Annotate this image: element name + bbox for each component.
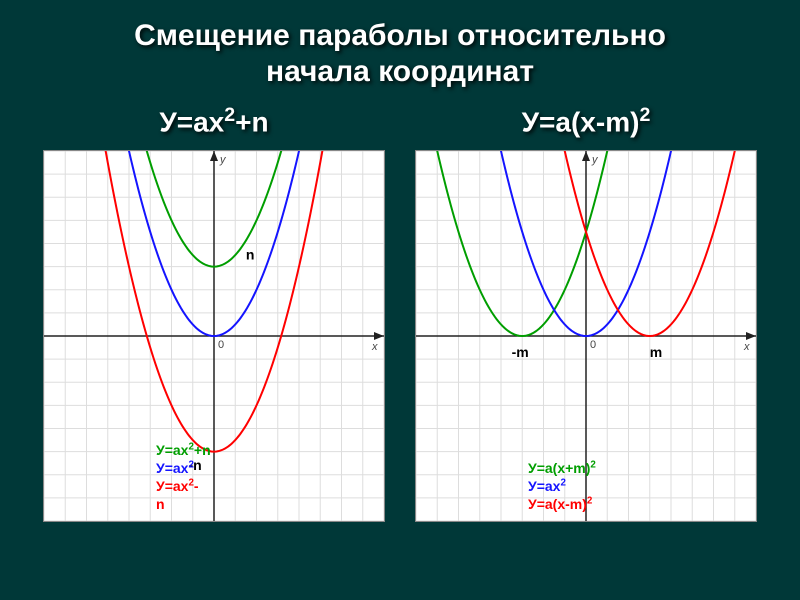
chart-legend: У=ах2+nУ=ах2У=ах2-n (156, 441, 211, 514)
right-plot: yx0-mmУ=а(х+m)2У=ах2У=а(х-m)2 (415, 150, 757, 522)
left-panel: У=ах2+n yx0n-nУ=ах2+nУ=ах2У=ах2-n (43, 104, 385, 590)
legend-item: У=ах2+n (156, 441, 211, 459)
svg-text:x: x (743, 341, 750, 353)
left-subtitle: У=ах2+n (159, 104, 268, 138)
chart-svg: yx0n-n (44, 151, 384, 521)
title-line2: начала координат (266, 55, 534, 88)
slide: Смещение параболы относительно начала ко… (0, 0, 800, 600)
slide-title: Смещение параболы относительно начала ко… (30, 18, 770, 90)
left-plot: yx0n-nУ=ах2+nУ=ах2У=ах2-n (43, 150, 385, 522)
svg-text:0: 0 (218, 339, 224, 351)
legend-item: У=ах2- (156, 477, 211, 495)
svg-text:n: n (246, 247, 255, 263)
legend-item: У=ах2 (528, 477, 596, 495)
right-subtitle: У=а(х-m)2 (522, 104, 651, 138)
svg-text:x: x (371, 341, 378, 353)
svg-text:-m: -m (512, 344, 529, 360)
legend-item: У=ах2 (156, 459, 211, 477)
chart-legend: У=а(х+m)2У=ах2У=а(х-m)2 (528, 459, 596, 514)
legend-item: n (156, 495, 211, 513)
panels-row: У=ах2+n yx0n-nУ=ах2+nУ=ах2У=ах2-n У=а(х-… (30, 104, 770, 590)
right-panel: У=а(х-m)2 yx0-mmУ=а(х+m)2У=ах2У=а(х-m)2 (415, 104, 757, 590)
title-line1: Смещение параболы относительно (134, 19, 666, 52)
svg-text:0: 0 (590, 339, 596, 351)
legend-item: У=а(х+m)2 (528, 459, 596, 477)
legend-item: У=а(х-m)2 (528, 495, 596, 513)
svg-text:m: m (650, 344, 662, 360)
